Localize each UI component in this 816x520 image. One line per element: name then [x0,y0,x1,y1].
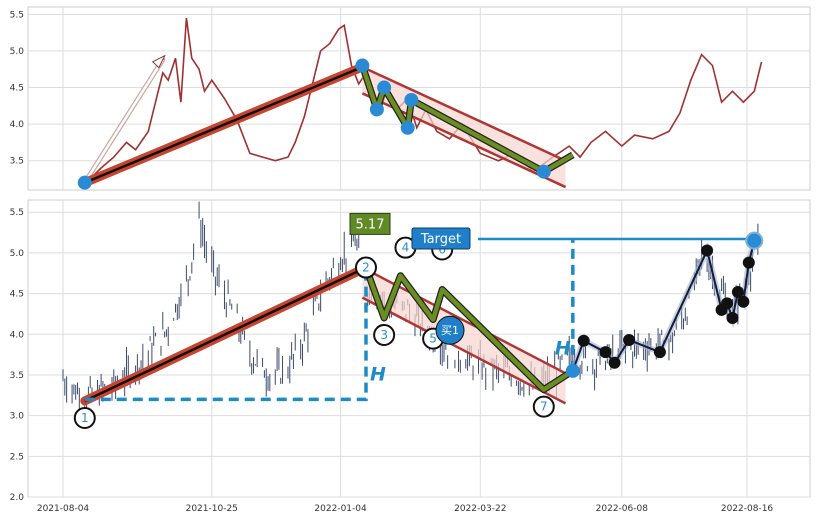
pivot-number: 4 [402,241,410,255]
y-tick-label: 4.5 [10,290,24,300]
bottom-panel: 2021-08-04 2021-10-25 2022-01-04 2022-03-22… [10,199,811,514]
price-badge-box [349,212,391,235]
channel-line [361,65,567,162]
y-tick-label: 2.5 [10,452,24,462]
breakout-marker [721,297,734,310]
trend-line-core [84,266,367,403]
y-tick-label: 2.0 [10,493,25,503]
pivot-marker [400,120,415,135]
y-tick-label: 4.0 [10,120,25,130]
top-panel: 3.5 4.0 4.5 5.0 5.5 [10,6,811,191]
y-tick-label: 5.0 [10,249,25,259]
pivot-number: 3 [380,328,388,342]
x-tick-label: 2022-01-04 [314,504,367,514]
breakout-marker [653,346,666,359]
pivot-marker [377,80,392,95]
breakout-marker [599,346,612,359]
y-tick-label: 5.5 [10,208,24,218]
x-tick-label: 2022-03-22 [454,504,506,514]
height-measure-line [84,267,368,402]
height-label: H [555,338,571,360]
breakout-marker [731,285,744,298]
price-badge-text: 5.17 [356,217,385,232]
breakout-marker [608,356,621,369]
y-tick-label: 5.0 [10,47,25,57]
pivot-number: 2 [362,261,370,275]
target-badge-text: Target [420,232,461,247]
x-tick-label: 2021-08-04 [37,504,90,514]
pivot-label-1: 1 [73,406,96,429]
target-reached-marker [745,231,764,250]
breakout-marker [701,244,714,257]
pivot-label-2: 2 [354,256,377,279]
pivot-number: 1 [81,411,89,425]
pivot-circle [354,256,377,279]
projection-arrow-core [83,59,164,184]
y-tick-label: 5.5 [10,10,24,20]
height-label: H [370,364,386,386]
trend-line-core [84,65,363,184]
y-tick-label: 4.5 [10,84,24,94]
pivot-circle [73,406,96,429]
pivot-circle [532,395,555,418]
projection-arrow-head [151,54,166,69]
channel-fill [362,267,566,404]
pivot-marker [404,92,419,107]
y-tick-label: 3.0 [10,412,25,422]
pivot-number: 7 [540,400,548,414]
buy-marker [435,315,465,345]
pivot-marker [77,175,92,190]
pivot-marker [355,58,370,73]
pivot-number: 5 [429,332,437,346]
target-badge-box [411,227,471,250]
pivot-circle [373,323,396,346]
buy-label: 买1 [441,324,459,337]
breakout-marker [737,295,750,308]
breakout-marker [726,311,739,324]
x-tick-label: 2022-08-16 [721,504,774,514]
y-tick-label: 3.5 [10,371,24,381]
zigzag-line [363,266,575,392]
channel-line [361,296,567,405]
pivot-marker [536,164,551,179]
x-tick-label: 2022-06-08 [596,504,649,514]
breakout-marker [577,334,590,347]
pivot-label-7: 7 [532,395,555,418]
breakout-marker [623,333,636,346]
y-tick-label: 4.0 [10,330,25,340]
pivot-marker [369,102,384,117]
breakout-marker [742,256,755,269]
breakout-start-marker [565,363,580,378]
y-tick-label: 3.5 [10,157,24,167]
x-tick-label: 2021-10-25 [186,504,238,514]
pivot-label-3: 3 [373,323,396,346]
